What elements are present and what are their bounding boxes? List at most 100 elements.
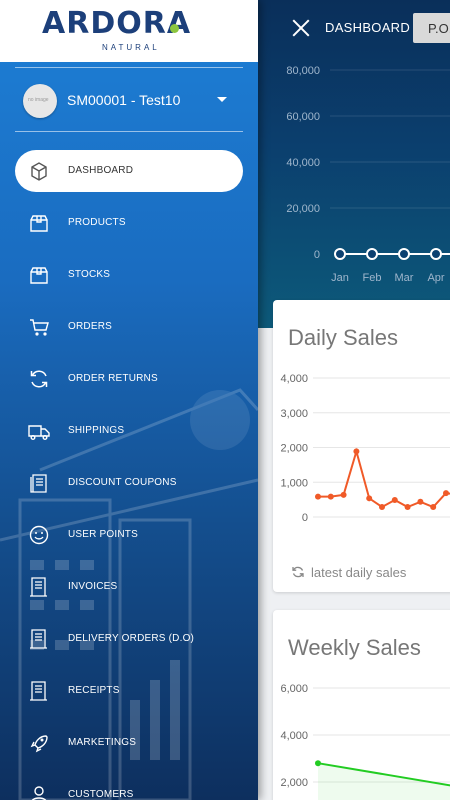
daily-sales-footer[interactable]: latest daily sales [291, 565, 406, 580]
sidebar-item-label: INVOICES [68, 581, 118, 592]
document-icon [28, 576, 50, 598]
data-point [430, 248, 442, 260]
sidebar-item-label: DASHBOARD [68, 165, 134, 176]
x-tick-label: Apr [427, 272, 444, 284]
avatar-placeholder: no image [28, 97, 49, 103]
y-tick-label: 3,000 [280, 408, 308, 420]
brand-header: ARDORA NATURAL [0, 0, 258, 62]
data-point [417, 498, 424, 505]
refresh-icon [291, 565, 305, 579]
data-point [443, 490, 449, 497]
x-tick-label: Feb [363, 272, 382, 284]
sidebar-item-marketings[interactable]: MARKETINGS [15, 722, 243, 764]
x-tick-label: Mar [395, 272, 414, 284]
sidebar-item-label: RECEIPTS [68, 685, 120, 696]
data-point [430, 504, 437, 510]
document-icon [28, 628, 50, 650]
y-tick-label: 2,000 [280, 443, 308, 455]
y-tick-label: 2,000 [280, 777, 308, 789]
package-icon [28, 264, 50, 286]
series-line [318, 447, 450, 509]
sidebar-item-discount-coupons[interactable]: DISCOUNT COUPONS [15, 462, 243, 504]
sidebar-item-stocks[interactable]: STOCKS [15, 254, 243, 296]
package-icon [28, 212, 50, 234]
y-tick-label: 1,000 [280, 477, 308, 489]
y-tick-label: 80,000 [286, 65, 320, 77]
data-point [366, 248, 378, 260]
sidebar-item-dashboard[interactable]: DASHBOARD [15, 150, 243, 192]
sidebar-item-label: ORDER RETURNS [68, 373, 158, 384]
chevron-down-icon [217, 97, 227, 102]
sidebar-item-label: ORDERS [68, 321, 112, 332]
refresh-icon [28, 368, 50, 390]
y-tick-label: 0 [302, 512, 308, 524]
x-tick-label: Jan [331, 272, 349, 284]
account-name: SM00001 - Test10 [67, 92, 181, 108]
divider [15, 67, 243, 68]
data-point [391, 497, 398, 504]
data-point [404, 504, 411, 510]
data-point [366, 495, 373, 502]
weekly-sales-chart: 2,000 4,000 6,000 [280, 683, 450, 800]
page-title: DASHBOARD [325, 20, 411, 35]
box-icon [28, 160, 50, 182]
sidebar-item-shippings[interactable]: SHIPPINGS [15, 410, 243, 452]
y-tick-label: 6,000 [280, 683, 308, 695]
y-tick-label: 0 [314, 249, 320, 261]
sidebar-item-user-points[interactable]: USER POINTS [15, 514, 243, 556]
series-line [317, 762, 450, 787]
y-tick-label: 40,000 [286, 157, 320, 169]
weekly-sales-card: Weekly Sales 2,000 4,000 6,000 [273, 610, 450, 800]
brand-tagline: NATURAL [102, 43, 160, 52]
sidebar-item-label: SHIPPINGS [68, 425, 125, 436]
sidebar-item-order-returns[interactable]: ORDER RETURNS [15, 358, 243, 400]
sidebar-item-label: STOCKS [68, 269, 111, 280]
avatar: no image [23, 84, 57, 118]
sidebar-item-label: MARKETINGS [68, 737, 137, 748]
document-icon [28, 680, 50, 702]
drawer-background-image [0, 0, 258, 800]
user-icon [28, 784, 50, 800]
po-button[interactable]: P.O. [413, 13, 450, 43]
sidebar-item-customers[interactable]: CUSTOMERS [15, 774, 243, 800]
daily-sales-card: Daily Sales 0 1,000 2,000 3,000 4,000 latest… [273, 300, 450, 592]
brand-logo: ARDORA [42, 6, 192, 41]
y-tick-label: 4,000 [280, 373, 308, 385]
cart-icon [28, 316, 50, 338]
data-point [315, 760, 321, 767]
series-area [318, 763, 450, 800]
sidebar-item-label: CUSTOMERS [68, 789, 134, 800]
data-point [334, 248, 346, 260]
daily-sales-title: Daily Sales [288, 325, 399, 350]
data-point [379, 504, 385, 510]
daily-sales-footer-label: latest daily sales [311, 565, 407, 580]
y-tick-label: 20,000 [286, 203, 320, 215]
data-point [398, 248, 410, 260]
sidebar-item-delivery-orders-d-o[interactable]: DELIVERY ORDERS (D.O) [15, 618, 243, 660]
data-point [315, 493, 321, 500]
sidebar-item-label: DISCOUNT COUPONS [68, 477, 177, 488]
data-point [353, 448, 360, 455]
y-tick-label: 60,000 [286, 111, 320, 123]
sidebar-item-label: PRODUCTS [68, 217, 126, 228]
sidebar-item-label: DELIVERY ORDERS (D.O) [68, 633, 195, 644]
sidebar-item-invoices[interactable]: INVOICES [15, 566, 243, 608]
sidebar-item-products[interactable]: PRODUCTS [15, 202, 243, 244]
sidebar-item-label: USER POINTS [68, 529, 138, 540]
navigation-drawer: ARDORA NATURAL no image SM00001 - Test10… [0, 0, 258, 800]
daily-sales-chart: 0 1,000 2,000 3,000 4,000 [280, 373, 450, 524]
monthly-sales-chart: 0 20,000 40,000 60,000 80,000 Jan Feb Mar Apr [286, 65, 450, 284]
y-tick-label: 4,000 [280, 730, 308, 742]
weekly-sales-title: Weekly Sales [288, 635, 421, 660]
data-point [327, 493, 334, 500]
data-point [340, 491, 347, 498]
logo-leaf-icon [170, 24, 179, 33]
smile-icon [28, 524, 50, 546]
sidebar-item-orders[interactable]: ORDERS [15, 306, 243, 348]
rocket-icon [28, 732, 50, 754]
truck-icon [28, 420, 50, 442]
coupon-icon [28, 472, 50, 494]
divider [15, 131, 243, 132]
account-selector[interactable]: no image SM00001 - Test10 [15, 80, 243, 120]
sidebar-item-receipts[interactable]: RECEIPTS [15, 670, 243, 712]
